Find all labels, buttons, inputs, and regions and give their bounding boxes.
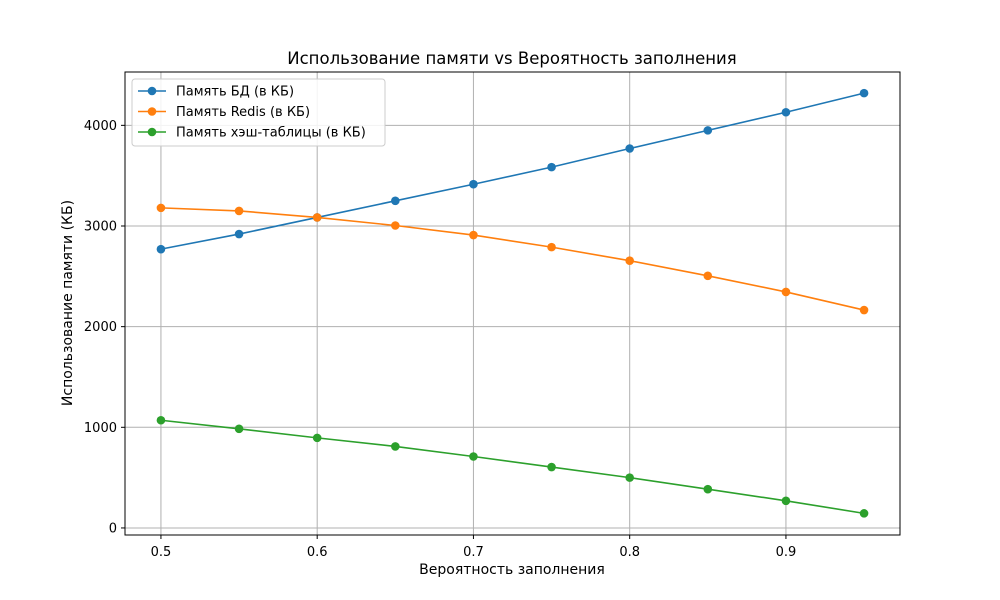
data-point [156, 415, 166, 425]
data-point [469, 179, 478, 189]
legend-label: Память хэш-таблицы (в КБ) [176, 126, 366, 141]
data-point [859, 88, 869, 98]
series-2 [156, 203, 869, 315]
plot-area-frame [124, 71, 901, 536]
data-point [469, 230, 478, 240]
data-point [859, 509, 869, 518]
legend-marker [147, 127, 157, 137]
data-point [781, 496, 791, 506]
data-point [312, 213, 322, 222]
x-axis-title: Вероятность заполнения [419, 562, 605, 578]
data-point [547, 462, 556, 472]
legend-marker [147, 107, 157, 116]
data-point [625, 256, 634, 266]
data-point [391, 196, 400, 206]
x-tick-label: 0.6 [307, 545, 328, 560]
data-point [781, 107, 791, 117]
data-point [625, 473, 634, 482]
y-tick-label: 2000 [84, 320, 117, 335]
grid-lines [125, 72, 900, 535]
data-point [391, 221, 400, 230]
series-line [160, 92, 865, 250]
data-point [234, 424, 244, 434]
legend-box [131, 78, 386, 147]
data-point [391, 442, 400, 451]
data-point [156, 244, 166, 254]
data-point [234, 206, 244, 216]
data-point [703, 271, 713, 281]
data-point [547, 242, 556, 252]
x-tick-label: 0.9 [776, 545, 797, 560]
data-point [781, 287, 791, 297]
data-point [312, 433, 322, 443]
data-point [703, 126, 713, 135]
data-point [859, 305, 869, 315]
data-point [469, 452, 478, 461]
data-point [703, 484, 713, 494]
x-tick-label: 0.8 [619, 545, 640, 560]
legend-marker [147, 86, 157, 96]
data-point [156, 203, 166, 213]
axis-ticks: 0.5 0.6 0.7 0.8 0.9 0 1000 2000 3000 4000 [84, 119, 796, 560]
chart-title: Использование памяти vs Вероятность запо… [287, 49, 736, 68]
x-tick-label: 0.5 [151, 545, 172, 560]
series-line [160, 419, 865, 515]
data-point [547, 162, 556, 172]
series-3 [156, 415, 869, 518]
data-point [234, 229, 244, 239]
y-tick-label: 4000 [84, 119, 117, 134]
legend-label: Память БД (в КБ) [176, 85, 294, 100]
legend: Память БД (в КБ) Память Redis (в КБ) Памят… [131, 78, 386, 147]
series-line [160, 207, 865, 311]
legend-label: Память Redis (в КБ) [176, 105, 310, 120]
data-point [625, 144, 634, 153]
y-axis-title: Использование памяти (КБ) [60, 200, 76, 406]
data-series [156, 88, 869, 518]
x-tick-label: 0.7 [463, 545, 484, 560]
y-tick-label: 0 [109, 521, 117, 536]
y-tick-label: 1000 [84, 421, 117, 436]
y-tick-label: 3000 [84, 219, 117, 234]
